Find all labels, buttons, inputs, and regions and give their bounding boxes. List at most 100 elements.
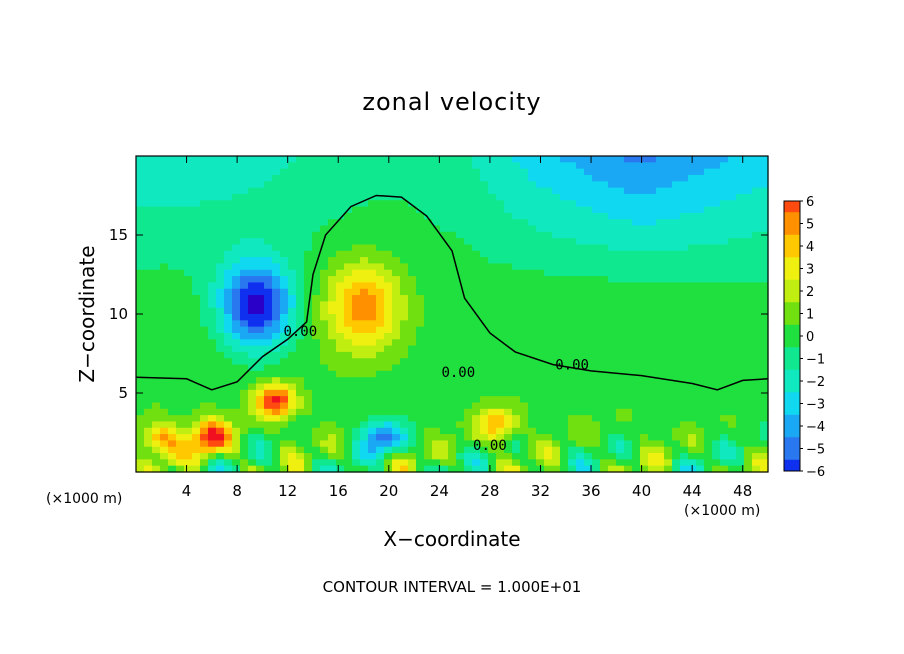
heatmap-cell [392,339,401,347]
heatmap-cell [576,408,585,416]
heatmap-cell [328,269,337,277]
heatmap-cell [552,370,561,378]
heatmap-cell [200,415,209,423]
heatmap-cell [584,162,593,170]
heatmap-cell [336,383,345,391]
heatmap-cell [424,250,433,258]
heatmap-cell [688,288,697,296]
heatmap-cell [216,307,225,315]
heatmap-cell [744,415,753,423]
heatmap-cell [320,339,329,347]
heatmap-cell [280,446,289,454]
heatmap-cell [464,307,473,315]
heatmap-cell [160,434,169,441]
heatmap-cell [136,402,145,410]
heatmap-cell [584,459,593,467]
heatmap-cell [328,193,337,201]
heatmap-cell [320,440,329,448]
heatmap-cell [344,389,353,397]
heatmap-cell [240,168,249,176]
heatmap-cell [376,427,385,435]
heatmap-cell [408,326,417,334]
heatmap-cell [280,250,289,258]
heatmap-cell [512,162,521,170]
heatmap-cell [184,370,193,378]
heatmap-cell [488,244,497,252]
heatmap-cell [320,301,329,309]
heatmap-cell [352,389,361,397]
heatmap-cell [416,421,425,429]
heatmap-cell [280,307,289,315]
heatmap-cell [192,231,201,239]
heatmap-cell [520,269,529,277]
heatmap-cell [480,332,489,340]
heatmap-cell [552,465,561,473]
heatmap-cell [224,168,233,176]
heatmap-cell [736,389,745,397]
heatmap-cell [224,408,233,416]
heatmap-cell [368,440,377,448]
heatmap-cell [336,377,345,385]
heatmap-cell [696,181,705,189]
heatmap-cell [240,269,249,277]
heatmap-cell [584,301,593,309]
heatmap-cell [352,250,361,258]
heatmap-cell [432,231,441,239]
heatmap-cell [144,307,153,315]
heatmap-cell [440,465,449,473]
heatmap-cell [592,402,601,410]
contour-label: 0.00 [441,365,475,381]
heatmap-cell [496,219,505,227]
heatmap-cell [616,156,625,163]
heatmap-cell [520,225,529,233]
heatmap-cell [552,238,561,246]
heatmap-cell [456,339,465,347]
heatmap-cell [480,181,489,189]
colorbar-swatch [784,426,800,438]
heatmap-cell [200,434,209,441]
heatmap-cell [400,440,409,448]
heatmap-cell [536,288,545,296]
heatmap-cell [720,244,729,252]
heatmap-cell [432,415,441,423]
heatmap-cell [640,250,649,258]
heatmap-cell [304,332,313,340]
heatmap-cell [344,238,353,246]
heatmap-cell [728,263,737,271]
heatmap-cell [552,415,561,423]
heatmap-cell [400,162,409,170]
heatmap-cell [624,193,633,201]
heatmap-cell [240,206,249,214]
heatmap-cell [728,187,737,195]
heatmap-cell [432,427,441,435]
heatmap-cell [320,396,329,404]
heatmap-cell [192,244,201,252]
heatmap-cell [136,339,145,347]
heatmap-cell [224,465,233,473]
heatmap-cell [440,427,449,435]
heatmap-cell [192,168,201,176]
heatmap-cell [200,206,209,214]
heatmap-cell [584,156,593,163]
heatmap-cell [528,453,537,460]
heatmap-cell [472,193,481,201]
heatmap-cell [352,345,361,353]
heatmap-cell [608,250,617,258]
heatmap-cell [192,174,201,182]
heatmap-cell [368,206,377,214]
heatmap-cell [448,377,457,385]
heatmap-cell [464,396,473,404]
heatmap-cell [360,351,369,359]
heatmap-cell [496,244,505,252]
heatmap-cell [472,358,481,366]
heatmap-cell [528,301,537,309]
heatmap-cell [264,408,273,416]
heatmap-cell [464,206,473,214]
heatmap-cell [760,415,769,423]
heatmap-cell [328,345,337,353]
heatmap-cell [648,162,657,170]
heatmap-cell [672,421,681,429]
heatmap-cell [376,440,385,448]
heatmap-cell [672,238,681,246]
heatmap-cell [424,193,433,201]
